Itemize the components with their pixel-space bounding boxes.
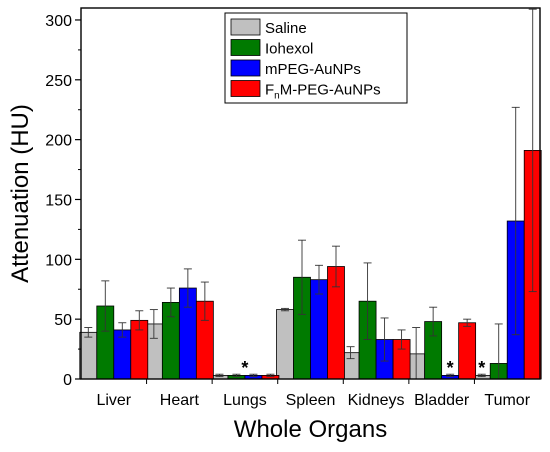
legend-swatch (230, 80, 261, 97)
x-tick-label: Kidneys (348, 392, 405, 409)
error-bar-fnm-peg-aunps-tumor (528, 8, 537, 293)
legend-entry: mPEG-AuNPs (230, 59, 361, 78)
y-axis-label: Attenuation (HU) (7, 104, 34, 283)
error-bar-fnm-peg-aunps-kidneys (397, 329, 406, 350)
legend-label: FnM-PEG-AuNPs (265, 82, 381, 102)
y-tick-label: 50 (54, 312, 72, 329)
error-bar-fnm-peg-aunps-lungs (266, 373, 275, 378)
legend-entry: Iohexol (230, 39, 313, 58)
significance-asterisk: * (478, 358, 485, 378)
error-bar-saline-tumor (477, 373, 486, 378)
error-bar-mpeg-aunps-lungs (249, 373, 258, 378)
error-bar-saline-spleen (281, 307, 289, 312)
bar-mpeg-aunps-spleen (310, 279, 328, 380)
x-tick-label: Bladder (414, 392, 470, 409)
bar-fnm-peg-aunps-bladder (458, 322, 477, 380)
x-tick-label: Heart (160, 392, 200, 409)
legend-label: Saline (265, 20, 307, 37)
error-bar-iohexol-heart (166, 287, 175, 318)
x-axis: Liver Heart Lungs Spleen Kidneys Bladder Tumor (96, 379, 531, 409)
bar-saline-liver (79, 331, 98, 380)
x-tick-label: Tumor (484, 392, 530, 409)
x-tick-label: Spleen (286, 392, 336, 409)
error-bar-mpeg-aunps-kidneys (380, 317, 389, 362)
legend-swatch (230, 39, 261, 56)
legend-entry: Saline (230, 18, 307, 37)
error-bar-mpeg-aunps-liver (118, 322, 127, 338)
y-tick-label: 150 (45, 192, 72, 209)
error-bars-layer (84, 8, 537, 380)
error-bar-fnm-peg-aunps-heart (200, 281, 209, 321)
y-tick-label: 0 (63, 372, 72, 389)
y-tick-label: 250 (45, 73, 72, 90)
y-tick-label: 100 (45, 252, 72, 269)
error-bar-fnm-peg-aunps-bladder (463, 318, 472, 327)
legend-label: Iohexol (265, 41, 313, 58)
significance-asterisk: * (241, 358, 248, 378)
error-bar-saline-liver (84, 327, 93, 338)
plot-frame (80, 7, 541, 380)
error-bar-fnm-peg-aunps-liver (135, 310, 144, 331)
y-axis: 0 50 100 150 200 250 300 (45, 13, 81, 389)
error-bar-iohexol-spleen (298, 239, 306, 315)
error-bar-mpeg-aunps-heart (183, 268, 192, 308)
x-tick-label: Lungs (223, 392, 267, 409)
error-bar-mpeg-aunps-bladder (446, 373, 455, 378)
legend-swatch (230, 59, 261, 77)
error-bar-saline-lungs (215, 373, 224, 378)
error-bar-iohexol-liver (101, 280, 110, 332)
significance-asterisk: * (447, 358, 454, 378)
error-bar-saline-kidneys (346, 346, 355, 360)
legend-entry: FnM-PEG-AuNPs (230, 80, 381, 102)
error-bar-saline-heart (149, 309, 158, 339)
error-bar-iohexol-lungs (232, 373, 241, 378)
legend-label: mPEG-AuNPs (265, 61, 361, 78)
bars-layer (79, 150, 542, 380)
error-bar-mpeg-aunps-spleen (315, 264, 323, 295)
y-tick-label: 300 (45, 13, 72, 30)
x-tick-label: Liver (96, 392, 131, 409)
error-bar-iohexol-bladder (429, 306, 438, 337)
y-tick-label: 200 (45, 133, 72, 150)
bar-saline-spleen (276, 309, 294, 380)
error-bar-mpeg-aunps-tumor (511, 106, 520, 336)
error-bar-iohexol-kidneys (363, 262, 372, 340)
x-axis-label: Whole Organs (234, 416, 387, 443)
legend-swatch (230, 18, 261, 36)
legend: Saline Iohexol mPEG-AuNPs FnM-PEG-AuNPs (224, 12, 408, 104)
error-bar-fnm-peg-aunps-spleen (332, 245, 340, 288)
annotations-layer: * * * (241, 358, 485, 378)
